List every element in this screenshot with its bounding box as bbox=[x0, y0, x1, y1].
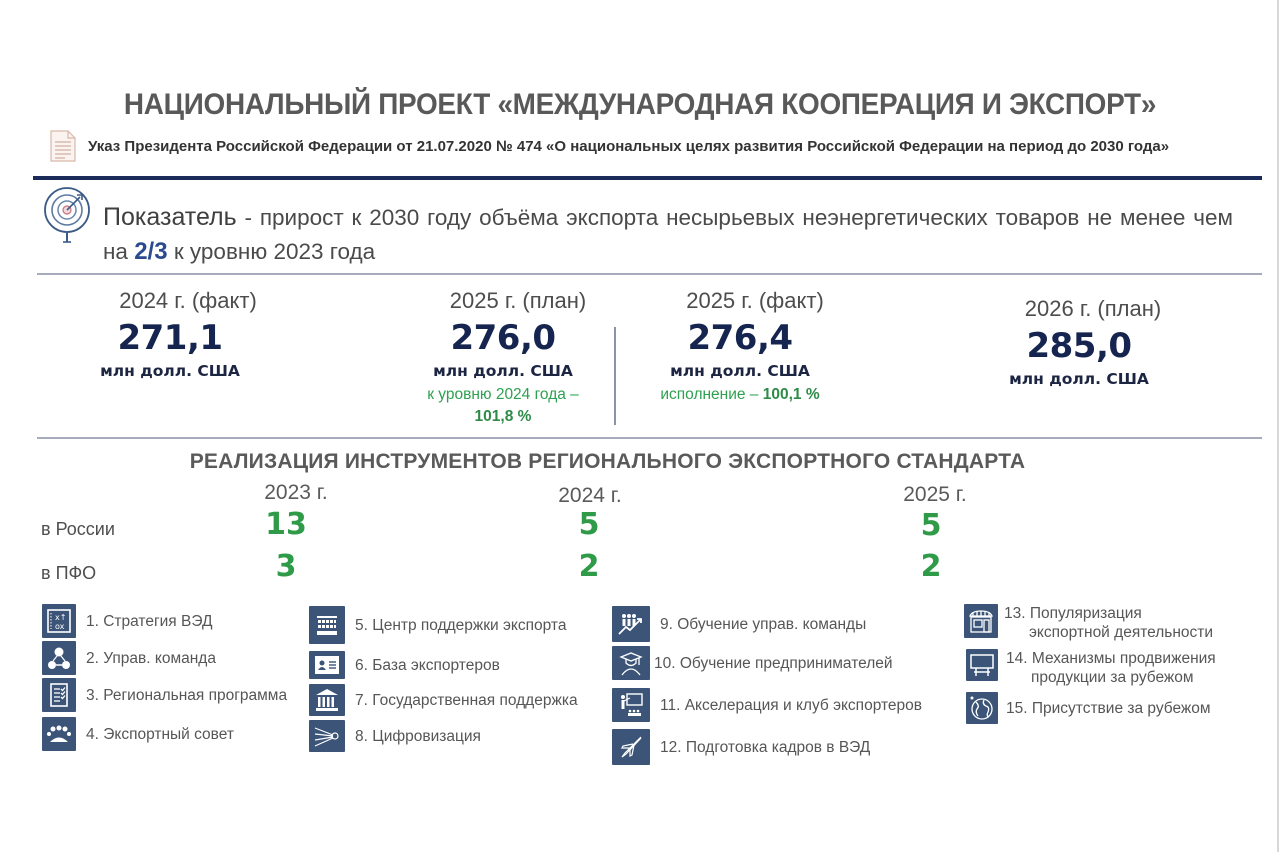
indicator-target: 2/3 bbox=[134, 238, 168, 265]
year-2025: 2025 г. bbox=[903, 483, 967, 506]
tool-item: 11. Акселерация и клуб экспортеров bbox=[612, 688, 922, 722]
kpi-2025-plan: 2025 г. (план) 276,0 млн долл. США к уро… bbox=[403, 288, 603, 428]
svg-text:x↑: x↑ bbox=[55, 613, 66, 622]
tool-label: 8. Цифровизация bbox=[355, 727, 481, 745]
tool-label: 9. Обучение управ. команды bbox=[660, 615, 867, 633]
team-growth-icon bbox=[612, 606, 650, 642]
kpi-divider-bottom bbox=[37, 437, 1262, 439]
kpi-note-value: 101,8 % bbox=[474, 408, 532, 425]
tool-label: 3. Региональная программа bbox=[86, 686, 288, 704]
kpi-note: исполнение – 100,1 % bbox=[640, 384, 840, 406]
tool-label: 15. Присутствие за рубежом bbox=[1006, 699, 1211, 717]
indicator-divider bbox=[37, 273, 1262, 275]
storefront-icon bbox=[964, 604, 998, 638]
kpi-period: 2024 г. (факт) bbox=[119, 288, 257, 313]
indicator-label: Показатель bbox=[103, 203, 237, 231]
tool-item: 13. Популяризация экспортной деятельност… bbox=[964, 604, 1213, 642]
satellite-signal-icon bbox=[309, 720, 345, 752]
tool-label: 6. База экспортеров bbox=[355, 656, 500, 674]
svg-text:ox: ox bbox=[55, 622, 65, 631]
count-russia-2024: 5 bbox=[578, 507, 600, 542]
kpi-note-text: исполнение – bbox=[660, 386, 763, 403]
kpi-unit: млн долл. США bbox=[670, 362, 810, 380]
tool-item: x↑ ox 1. Стратегия ВЭД bbox=[42, 604, 212, 638]
kpi-note-text: к уровню 2024 года – bbox=[427, 386, 579, 403]
tool-item: 7. Государственная поддержка bbox=[309, 684, 578, 716]
tool-item: 12. Подготовка кадров в ВЭД bbox=[612, 729, 870, 765]
kpi-unit: млн долл. США bbox=[1009, 370, 1149, 388]
indicator-text: Показатель - прирост к 2030 году объёма … bbox=[103, 200, 1233, 269]
tool-item: 14. Механизмы продвижения продукции за р… bbox=[966, 649, 1216, 687]
decree-reference: Указ Президента Российской Федерации от … bbox=[88, 138, 1170, 155]
section-title: РЕАЛИЗАЦИЯ ИНСТРУМЕНТОВ РЕГИОНАЛЬНОГО ЭК… bbox=[189, 450, 1026, 473]
tool-label: 4. Экспортный совет bbox=[86, 725, 234, 743]
team-network-icon bbox=[42, 641, 76, 675]
kpi-unit: млн долл. США bbox=[100, 362, 240, 380]
count-russia-2023: 13 bbox=[265, 507, 307, 542]
tool-label: 1. Стратегия ВЭД bbox=[86, 612, 213, 630]
tool-item: 9. Обучение управ. команды bbox=[612, 606, 866, 642]
count-pfo-2023: 3 bbox=[275, 549, 297, 584]
tool-label-line1: 14. Механизмы продвижения bbox=[1006, 650, 1216, 667]
tool-label: 5. Центр поддержки экспорта bbox=[355, 616, 567, 634]
kpi-value: 285,0 bbox=[1026, 326, 1132, 366]
tool-item: 15. Присутствие за рубежом bbox=[966, 692, 1211, 724]
kpi-2026-plan: 2026 г. (план) 285,0 млн долл. США bbox=[983, 296, 1203, 388]
kpi-unit: млн долл. США bbox=[433, 362, 573, 380]
tool-label: 10. Обучение предпринимателей bbox=[654, 654, 893, 672]
kpi-value: 276,0 bbox=[450, 318, 556, 358]
tool-item: 3. Региональная программа bbox=[42, 678, 287, 712]
tool-label-line1: 13. Популяризация bbox=[1004, 605, 1142, 622]
kpi-note: к уровню 2024 года – 101,8 % bbox=[403, 384, 603, 428]
tool-item: 2. Управ. команда bbox=[42, 641, 216, 675]
count-russia-2025: 5 bbox=[920, 508, 942, 543]
tool-label-line2: продукции за рубежом bbox=[1031, 669, 1194, 686]
kpi-divider bbox=[614, 327, 616, 425]
council-meeting-icon bbox=[42, 717, 76, 751]
tool-item: 4. Экспортный совет bbox=[42, 717, 234, 751]
year-2023: 2023 г. bbox=[264, 481, 328, 504]
page-title: НАЦИОНАЛЬНЫЙ ПРОЕКТ «МЕЖДУНАРОДНАЯ КООПЕ… bbox=[123, 88, 1157, 121]
kpi-value: 271,1 bbox=[117, 318, 223, 358]
tool-item: 6. База экспортеров bbox=[309, 651, 500, 679]
tool-item: 5. Центр поддержки экспорта bbox=[309, 606, 566, 644]
tool-label: 13. Популяризация экспортной деятельност… bbox=[1004, 604, 1213, 642]
header-divider bbox=[33, 176, 1262, 180]
row-label-pfo: в ПФО bbox=[41, 563, 97, 583]
document-icon bbox=[50, 130, 76, 162]
tool-label: 11. Акселерация и клуб экспортеров bbox=[660, 696, 922, 714]
indicator-desc-2: к уровню 2023 года bbox=[167, 239, 376, 264]
tool-label-line2: экспортной деятельности bbox=[1029, 624, 1214, 641]
id-card-icon bbox=[309, 651, 345, 679]
tool-label: 14. Механизмы продвижения продукции за р… bbox=[1006, 649, 1216, 687]
checklist-icon bbox=[42, 678, 76, 712]
kpi-period: 2025 г. (факт) bbox=[686, 288, 824, 313]
kpi-2025-fact: 2025 г. (факт) 276,4 млн долл. США испол… bbox=[640, 288, 840, 406]
tool-label: 12. Подготовка кадров в ВЭД bbox=[660, 738, 871, 756]
tool-item: 8. Цифровизация bbox=[309, 720, 481, 752]
kpi-period: 2025 г. (план) bbox=[449, 288, 587, 313]
billboard-icon bbox=[966, 649, 998, 681]
kpi-period: 2026 г. (план) bbox=[1024, 296, 1162, 321]
page-edge bbox=[1277, 0, 1279, 852]
year-2024: 2024 г. bbox=[558, 484, 622, 507]
row-label-russia: в России bbox=[41, 519, 115, 539]
tool-item: 10. Обучение предпринимателей bbox=[612, 646, 893, 680]
indicator-desc-1: - прирост к 2030 году объёма экспорта не… bbox=[103, 205, 1233, 264]
count-pfo-2025: 2 bbox=[920, 549, 942, 584]
kpi-note-value: 100,1 % bbox=[762, 386, 820, 403]
graduate-icon bbox=[612, 646, 650, 680]
strategy-board-icon: x↑ ox bbox=[42, 604, 76, 638]
tool-label: 7. Государственная поддержка bbox=[355, 691, 578, 709]
government-building-icon bbox=[309, 684, 345, 716]
tool-label: 2. Управ. команда bbox=[86, 649, 216, 667]
kpi-value: 276,4 bbox=[687, 318, 793, 358]
target-icon bbox=[40, 186, 96, 246]
building-icon bbox=[309, 606, 345, 644]
presentation-icon bbox=[612, 688, 650, 722]
kpi-2024-fact: 2024 г. (факт) 271,1 млн долл. США bbox=[88, 288, 288, 380]
jet-icon bbox=[612, 729, 650, 765]
globe-icon bbox=[966, 692, 998, 724]
count-pfo-2024: 2 bbox=[578, 549, 600, 584]
